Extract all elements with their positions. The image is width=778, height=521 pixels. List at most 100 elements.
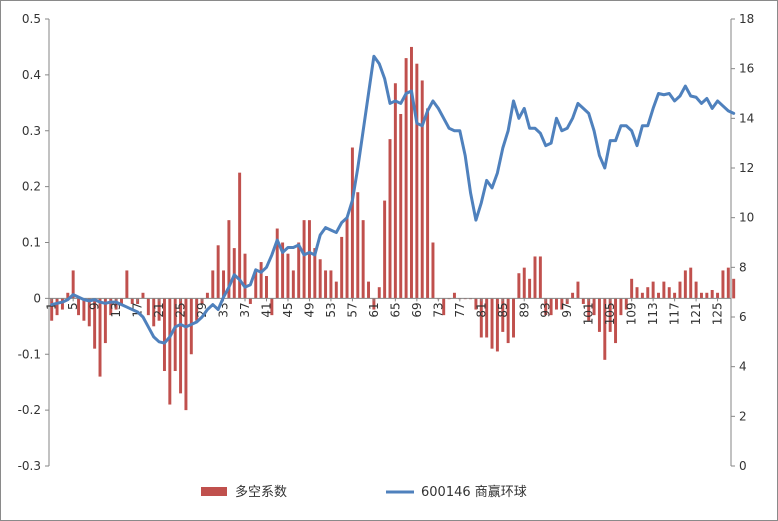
bar xyxy=(399,113,403,299)
bar xyxy=(162,298,166,372)
bar xyxy=(512,298,515,338)
bar xyxy=(345,217,349,299)
bar xyxy=(452,292,456,299)
bar xyxy=(410,46,413,299)
bar xyxy=(307,220,311,299)
bar xyxy=(554,298,558,310)
bar xyxy=(109,298,113,316)
bar xyxy=(608,298,612,332)
left-tick-label: 0.4 xyxy=(22,68,41,82)
bar xyxy=(254,270,258,299)
bar xyxy=(103,298,107,344)
x-tick-label: 45 xyxy=(281,302,295,317)
bar xyxy=(318,259,322,299)
bar xyxy=(141,292,145,299)
x-tick-label: 65 xyxy=(388,302,402,317)
right-tick-label: 2 xyxy=(739,409,747,423)
bar xyxy=(286,253,290,299)
bar xyxy=(431,242,435,299)
x-tick-label: 109 xyxy=(625,302,639,325)
x-tick-label: 85 xyxy=(496,302,510,317)
right-tick-label: 14 xyxy=(739,111,754,125)
bar xyxy=(179,298,183,394)
x-tick-label: 81 xyxy=(474,302,488,317)
bar xyxy=(157,298,161,321)
bar xyxy=(340,236,344,299)
left-tick-label: -0.1 xyxy=(18,347,41,361)
left-tick-label: 0.5 xyxy=(22,12,41,26)
right-tick-label: 0 xyxy=(739,459,747,473)
legend-bar-label: 多空系数 xyxy=(235,484,287,500)
line-series xyxy=(50,54,736,345)
bar xyxy=(404,58,408,299)
legend-bar-swatch xyxy=(201,487,227,496)
right-tick-label: 8 xyxy=(739,260,747,274)
bar xyxy=(222,270,226,299)
bar xyxy=(60,298,64,310)
right-axis-ticks: 0 2 4 6 8 10 12 14 16 18 xyxy=(731,12,754,473)
bar xyxy=(576,281,580,299)
bar xyxy=(581,298,585,304)
bar xyxy=(71,270,75,299)
legend: 多空系数 600146 商赢环球 xyxy=(201,484,527,500)
bar xyxy=(501,298,505,332)
bar xyxy=(93,298,97,349)
bar xyxy=(732,278,736,299)
bar xyxy=(82,298,86,321)
bar xyxy=(259,262,263,299)
x-tick-label: 5 xyxy=(66,302,80,310)
bar xyxy=(238,172,242,299)
x-tick-label: 1 xyxy=(45,302,59,310)
bar xyxy=(275,228,279,299)
bar xyxy=(426,108,430,299)
right-tick-label: 18 xyxy=(739,12,754,26)
bar xyxy=(55,298,59,316)
bar xyxy=(383,200,387,299)
bar xyxy=(265,276,268,299)
x-tick-label: 89 xyxy=(517,302,531,317)
bar xyxy=(125,270,129,299)
bar xyxy=(485,298,489,338)
bar xyxy=(189,298,193,355)
left-tick-label: 0 xyxy=(33,291,41,305)
bar xyxy=(243,253,247,299)
left-tick-label: 0.1 xyxy=(22,236,41,250)
bar xyxy=(211,270,215,299)
bar xyxy=(114,298,118,310)
bar xyxy=(130,298,134,304)
x-tick-label: 77 xyxy=(453,302,467,317)
right-tick-label: 4 xyxy=(739,360,747,374)
bar xyxy=(168,298,172,405)
left-tick-label: -0.2 xyxy=(18,403,41,417)
bar xyxy=(667,287,671,299)
x-tick-label: 125 xyxy=(711,302,725,325)
bar xyxy=(597,298,601,332)
bar xyxy=(120,298,123,304)
bar xyxy=(678,281,682,299)
bar xyxy=(270,298,274,316)
bar xyxy=(281,242,285,299)
bar xyxy=(549,298,553,316)
bar xyxy=(372,298,376,310)
bar xyxy=(726,267,730,299)
bar xyxy=(146,298,150,316)
bar xyxy=(152,298,156,327)
bar xyxy=(415,63,419,299)
bar xyxy=(302,220,306,299)
bar xyxy=(544,298,548,316)
bar xyxy=(683,270,687,299)
bar xyxy=(232,248,236,299)
left-tick-label: 0.2 xyxy=(22,180,41,194)
x-tick-label: 101 xyxy=(582,302,596,325)
x-tick-label: 113 xyxy=(646,302,660,325)
bar xyxy=(673,292,677,299)
bar xyxy=(506,298,510,344)
bar xyxy=(662,281,666,299)
price-line xyxy=(50,54,736,345)
bar xyxy=(350,147,354,299)
left-tick-label: -0.3 xyxy=(18,459,41,473)
bar xyxy=(694,281,698,299)
x-tick-label: 37 xyxy=(238,302,252,317)
